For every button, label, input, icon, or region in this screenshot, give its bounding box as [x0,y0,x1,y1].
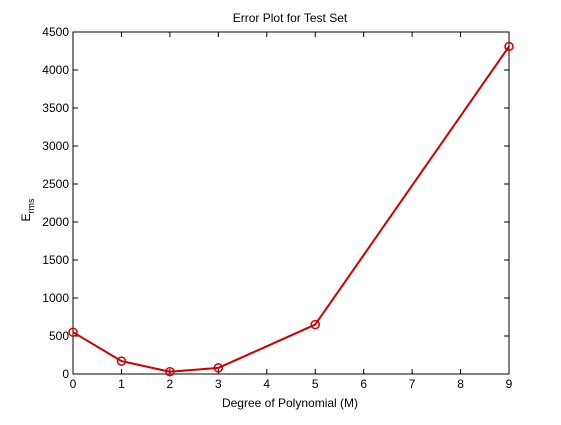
y-tick-label: 3000 [42,139,69,153]
y-tick-label: 1500 [42,253,69,267]
data-point-marker [213,363,224,373]
x-axis-label: Degree of Polynomial (M) [222,396,358,410]
y-tick-label: 3500 [42,101,69,115]
y-tick-label: 0 [62,367,69,381]
data-point-marker [116,356,127,366]
x-tick-label: 8 [457,377,464,391]
data-point-marker [504,41,514,52]
plot-area [72,31,510,375]
series-layer [68,41,514,377]
y-tick-label: 4500 [42,25,69,39]
x-tick-label: 4 [263,377,270,391]
y-tick-label: 4000 [42,63,69,77]
y-axis-label-main: E [19,213,33,221]
data-point-marker [165,366,175,377]
x-tick-label: 3 [215,377,222,391]
data-point-marker [310,319,320,330]
y-axis-ticks: 0 500 1000 1500 2000 2500 3000 3500 4000 4500 [42,25,509,381]
x-axis-ticks: 0 1 2 3 4 5 6 7 8 9 [70,32,513,391]
x-tick-label: 5 [312,377,319,391]
series-line [72,45,510,373]
x-tick-label: 6 [360,377,367,391]
chart-title: Error Plot for Test Set [233,11,348,25]
y-axis-label-sub: rms [26,198,36,213]
x-tick-label: 1 [118,377,125,391]
y-tick-label: 2000 [42,215,69,229]
data-point-marker [68,327,78,337]
y-axis-label: Erms [19,198,36,222]
x-tick-label: 2 [167,377,174,391]
y-tick-label: 500 [49,329,69,343]
y-axis-label-group: Erms [19,198,36,222]
x-tick-label: 7 [409,377,416,391]
y-tick-label: 1000 [42,291,69,305]
x-tick-label: 0 [70,377,77,391]
y-tick-label: 2500 [42,177,69,191]
x-tick-label: 9 [506,377,513,391]
